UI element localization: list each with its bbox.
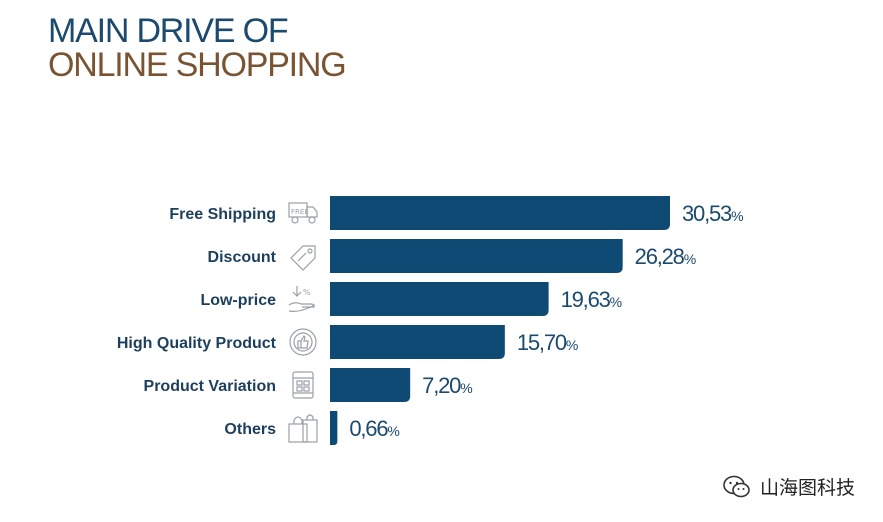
bar — [330, 325, 505, 359]
value-label: 0,66% — [349, 416, 399, 441]
quality-thumbs-up-icon — [289, 328, 317, 356]
free-shipping-truck-icon: FREE — [288, 202, 318, 224]
category-label: Free Shipping — [169, 206, 276, 223]
shopping-bag-icon — [288, 414, 318, 443]
low-price-hand-icon: % — [288, 286, 316, 312]
watermark: 山海图科技 — [722, 473, 855, 500]
category-label: Low-price — [200, 292, 276, 309]
bar — [330, 196, 670, 230]
svg-text:%: % — [303, 288, 311, 297]
discount-tag-icon — [290, 245, 316, 271]
category-label: Discount — [208, 249, 277, 266]
bar — [330, 239, 623, 273]
category-label: High Quality Product — [117, 335, 277, 352]
wechat-icon — [723, 475, 750, 497]
chart-title: MAIN DRIVE OF ONLINE SHOPPING — [48, 12, 347, 84]
value-label: 7,20% — [422, 373, 472, 398]
value-label: 30,53% — [682, 201, 744, 226]
svg-text:FREE: FREE — [291, 208, 309, 216]
value-label: 15,70% — [517, 330, 579, 355]
product-variation-shop-icon — [292, 371, 314, 399]
chart-title-line2: ONLINE SHOPPING — [48, 46, 347, 84]
category-label: Product Variation — [144, 378, 276, 395]
value-label: 19,63% — [561, 287, 623, 312]
value-label: 26,28% — [635, 244, 697, 269]
watermark-text: 山海图科技 — [759, 477, 855, 499]
bar — [330, 282, 549, 316]
category-label: Others — [224, 421, 276, 438]
chart-title-line1: MAIN DRIVE OF — [48, 12, 289, 50]
bar — [330, 411, 338, 445]
bar — [330, 368, 411, 402]
